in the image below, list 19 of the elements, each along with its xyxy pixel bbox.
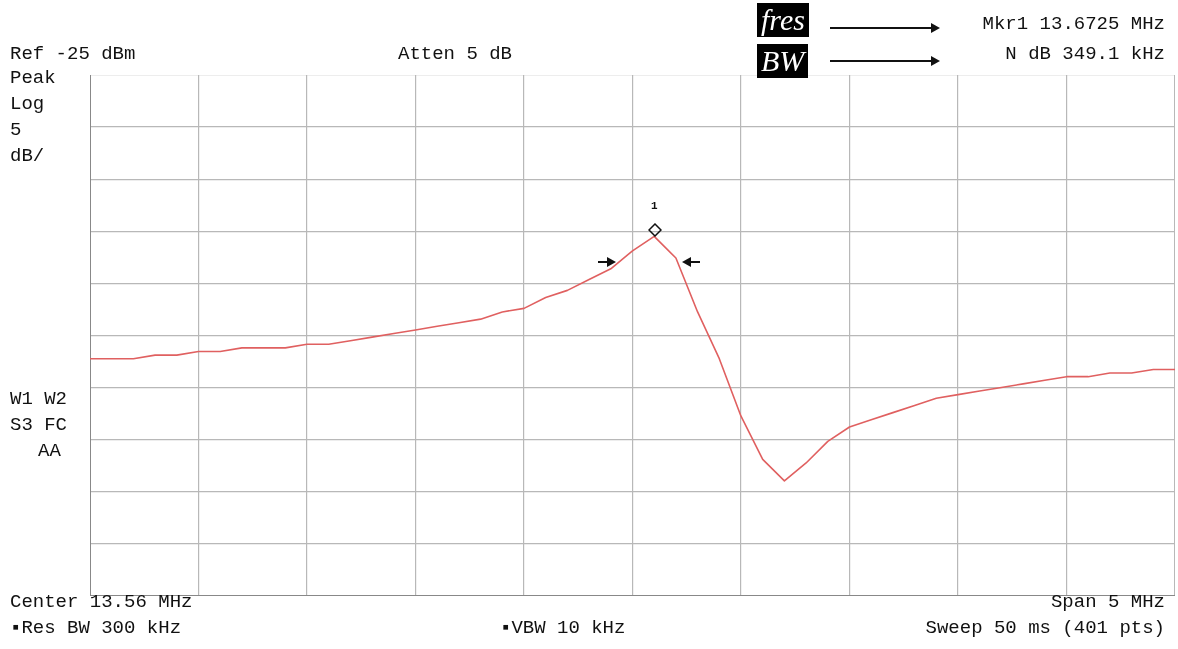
- text: ▪Res BW 300 kHz: [10, 616, 182, 640]
- text: S3 FC: [10, 413, 68, 437]
- text: dB/: [10, 144, 45, 168]
- text: fres: [757, 3, 809, 37]
- annotation: Center 13.56 MHz: [10, 590, 193, 614]
- text: Ref -25 dBm: [10, 42, 136, 66]
- text: ▪VBW 10 kHz: [500, 616, 626, 640]
- text: W1 W2: [10, 387, 68, 411]
- text: 1: [651, 200, 658, 212]
- text: N dB 349.1 kHz: [1005, 42, 1165, 66]
- text: BW: [757, 44, 809, 78]
- text: Mkr1 13.6725 MHz: [982, 12, 1165, 36]
- text: Sweep 50 ms (401 pts): [925, 616, 1165, 640]
- text: 5: [10, 118, 22, 142]
- text: Atten 5 dB: [398, 42, 513, 66]
- text: Peak: [10, 66, 56, 90]
- text: AA: [38, 439, 61, 463]
- text: Log: [10, 92, 45, 116]
- annotation: Span 5 MHz: [1050, 590, 1165, 614]
